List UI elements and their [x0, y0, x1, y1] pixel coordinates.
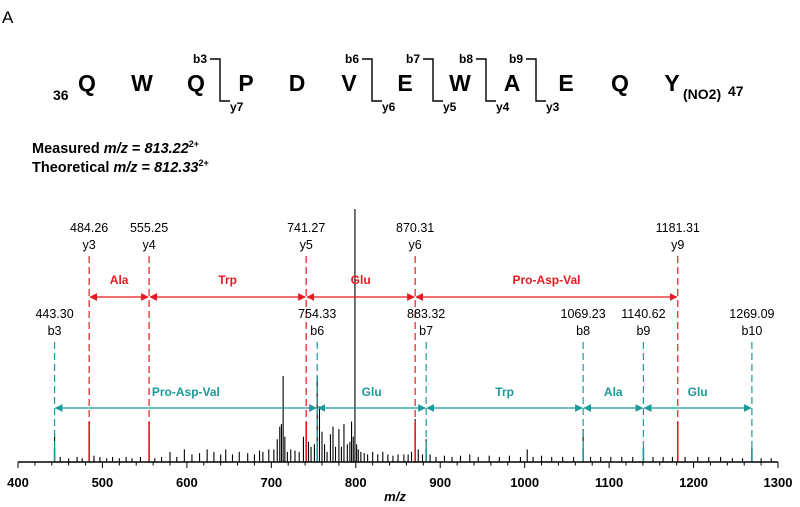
b-ion-name-label: b10 — [741, 324, 762, 338]
b-ion-name-label: b7 — [419, 324, 433, 338]
b-gap-residue-label: Glu — [688, 385, 708, 399]
residue: Q — [187, 70, 205, 96]
x-tick-label: 1000 — [510, 475, 539, 490]
end-residue-number: 47 — [728, 83, 744, 99]
y-gap-residue-label: Ala — [110, 273, 129, 287]
x-tick-label: 1200 — [679, 475, 708, 490]
y-ion-mz-label: 484.26 — [70, 221, 108, 235]
y-gap-residue-label: Trp — [218, 273, 237, 287]
b-ion-mz-label: 443.30 — [35, 307, 73, 321]
x-tick-label: 1100 — [595, 475, 623, 490]
b-ion-mz-label: 754.33 — [298, 307, 336, 321]
measured-value: 813.22 — [144, 141, 189, 157]
b-ion-mz-label: 1269.09 — [729, 307, 774, 321]
b-ion-name-label: b9 — [636, 324, 650, 338]
y-ion-name-label: y6 — [409, 238, 422, 252]
theoretical-label: Theoretical — [32, 160, 110, 176]
x-tick-label: 400 — [7, 475, 29, 490]
b-ion-label: b3 — [193, 52, 208, 66]
b-ion-label: b8 — [459, 52, 474, 66]
measured-label: Measured — [32, 141, 100, 157]
residue: W — [449, 70, 471, 96]
measured-mz-label: m/z — [103, 141, 128, 157]
modification-label: NO2 — [687, 86, 717, 102]
residue: P — [238, 70, 254, 96]
residue: E — [558, 70, 574, 96]
y-ion-label: y6 — [382, 100, 396, 114]
b-ion-mz-label: 883.32 — [407, 307, 445, 321]
x-tick-label: 1300 — [764, 475, 793, 490]
x-tick-label: 900 — [429, 475, 451, 490]
y-ion-name-label: y9 — [671, 238, 684, 252]
y-ion-label: y3 — [546, 100, 560, 114]
y-ion-mz-label: 1181.31 — [656, 221, 700, 235]
theoretical-mz: Theoretical m/z = 812.332+ — [32, 158, 209, 176]
b-gap-residue-label: Pro-Asp-Val — [152, 385, 220, 399]
residue: E — [397, 70, 413, 96]
y-ion-mz-label: 870.31 — [396, 221, 434, 235]
y-ion-name-label: y4 — [142, 238, 155, 252]
residue: D — [288, 70, 306, 96]
start-residue-number: 36 — [53, 87, 69, 103]
y-ion-name-label: y5 — [300, 238, 313, 252]
residue: Y — [664, 70, 680, 96]
y-gap-residue-label: Pro-Asp-Val — [512, 273, 580, 287]
x-tick-label: 700 — [260, 475, 282, 490]
b-ion-mz-label: 1069.23 — [561, 307, 606, 321]
b-ion-label: b9 — [509, 52, 524, 66]
y-gap-residue-label: Glu — [351, 273, 371, 287]
b-ion-mz-label: 1140.62 — [621, 307, 665, 321]
theoretical-mz-label: m/z — [113, 160, 138, 176]
residue: A — [503, 70, 521, 96]
b-ion-name-label: b6 — [310, 324, 324, 338]
measured-charge: 2+ — [188, 139, 200, 149]
y-ion-name-label: y3 — [83, 238, 96, 252]
residue: V — [341, 70, 357, 96]
b-ion-name-label: b8 — [576, 324, 590, 338]
y-ion-label: y7 — [230, 100, 244, 114]
b-ion-label: b6 — [345, 52, 360, 66]
b-gap-residue-label: Trp — [495, 385, 514, 399]
panel-label: A — [2, 8, 14, 27]
x-tick-label: 800 — [345, 475, 367, 490]
x-tick-label: 600 — [176, 475, 198, 490]
y-ion-label: y5 — [443, 100, 457, 114]
x-axis-title: m/z — [384, 489, 406, 504]
y-ion-mz-label: 555.25 — [130, 221, 168, 235]
nitro-modification: (NO2) — [683, 86, 722, 102]
y-ion-mz-label: 741.27 — [287, 221, 325, 235]
theoretical-charge: 2+ — [198, 158, 209, 168]
b-ion-label: b7 — [406, 52, 421, 66]
b-gap-residue-label: Glu — [362, 385, 382, 399]
b-ion-name-label: b3 — [48, 324, 62, 338]
x-tick-label: 500 — [92, 475, 114, 490]
measured-mz: Measured m/z = 813.222+ — [32, 139, 200, 157]
residue: Q — [78, 70, 96, 96]
theoretical-value: 812.33 — [154, 160, 199, 176]
residue: Q — [611, 70, 629, 96]
y-ion-label: y4 — [496, 100, 510, 114]
residue: W — [131, 70, 153, 96]
b-gap-residue-label: Ala — [604, 385, 623, 399]
